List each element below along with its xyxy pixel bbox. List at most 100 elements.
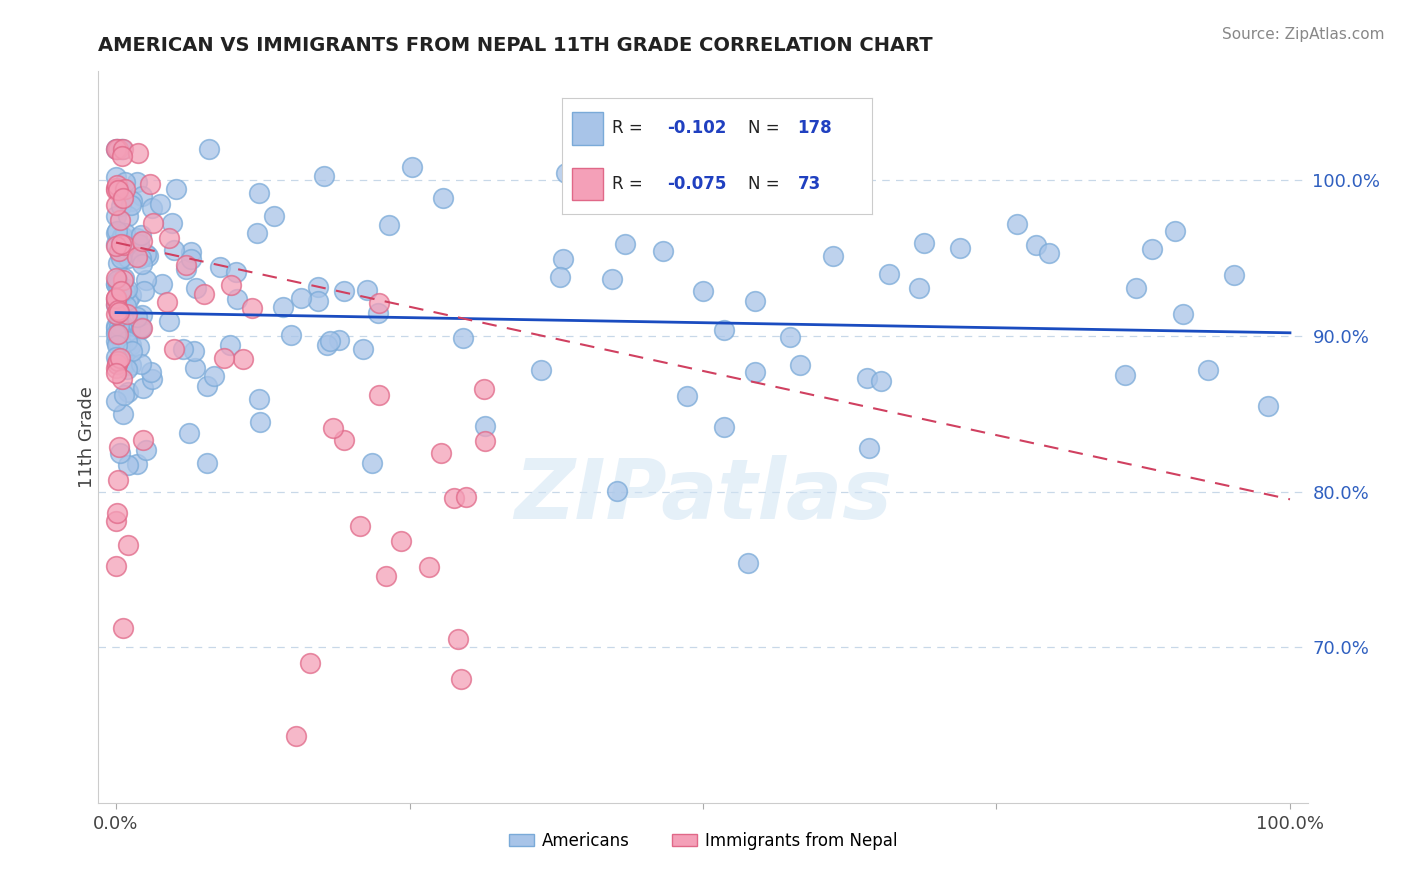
Point — [120, 338, 142, 352]
Point — [418, 560, 440, 574]
Point — [111, 191, 134, 205]
Point — [1142, 242, 1164, 256]
Point — [474, 418, 496, 433]
Point — [271, 300, 294, 314]
Point — [105, 506, 128, 520]
Point — [105, 142, 128, 156]
Point — [368, 296, 391, 310]
Point — [1005, 218, 1028, 232]
Text: ZIPatlas: ZIPatlas — [515, 455, 891, 536]
Point — [112, 388, 135, 402]
Point — [110, 142, 132, 156]
Point — [141, 371, 163, 385]
Point — [108, 310, 131, 324]
Point — [870, 375, 893, 389]
Text: 73: 73 — [797, 175, 821, 193]
Point — [374, 569, 396, 583]
Point — [1025, 238, 1047, 252]
Point — [111, 317, 134, 331]
Point — [114, 356, 136, 370]
Point — [132, 284, 155, 298]
Point — [136, 249, 159, 263]
Point — [131, 257, 153, 271]
Point — [111, 621, 134, 635]
Point — [115, 307, 138, 321]
Point — [162, 243, 184, 257]
Point — [606, 483, 628, 498]
FancyBboxPatch shape — [572, 112, 603, 145]
Point — [318, 334, 340, 348]
Point — [125, 250, 148, 264]
Point — [184, 361, 207, 376]
Point — [949, 241, 972, 255]
Point — [105, 271, 128, 285]
Point — [129, 227, 152, 242]
Legend: Americans, Immigrants from Nepal: Americans, Immigrants from Nepal — [502, 825, 904, 856]
Point — [105, 198, 128, 212]
Point — [131, 308, 153, 322]
Point — [247, 186, 270, 200]
Point — [1222, 268, 1244, 282]
Point — [193, 286, 215, 301]
Point — [105, 293, 128, 307]
Point — [107, 473, 129, 487]
Point — [165, 181, 187, 195]
Point — [105, 361, 128, 376]
Point — [1257, 399, 1279, 413]
Text: -0.075: -0.075 — [668, 175, 727, 193]
Point — [127, 457, 149, 471]
Point — [110, 241, 132, 255]
Point — [117, 293, 139, 307]
Point — [447, 632, 470, 647]
Point — [246, 226, 269, 240]
Point — [156, 294, 179, 309]
Point — [110, 142, 132, 156]
Point — [118, 241, 141, 255]
Point — [105, 321, 128, 335]
Point — [105, 239, 128, 253]
Point — [232, 351, 254, 366]
Point — [352, 343, 374, 357]
Point — [315, 337, 337, 351]
Point — [314, 169, 336, 183]
Point — [401, 160, 423, 174]
Point — [110, 251, 132, 265]
Point — [356, 283, 378, 297]
Point — [107, 354, 129, 368]
Point — [290, 292, 312, 306]
Point — [110, 237, 132, 252]
Point — [114, 358, 136, 372]
Point — [105, 273, 128, 287]
Point — [214, 351, 236, 366]
Point — [110, 199, 132, 213]
Point — [105, 277, 128, 291]
Point — [613, 236, 636, 251]
Point — [450, 672, 472, 686]
Point — [117, 209, 139, 223]
Point — [120, 358, 142, 372]
Point — [149, 197, 172, 211]
Point — [307, 293, 329, 308]
Point — [108, 212, 131, 227]
Point — [349, 519, 371, 533]
Point — [110, 233, 132, 247]
Point — [430, 446, 453, 460]
Point — [263, 210, 285, 224]
Point — [110, 237, 132, 252]
Y-axis label: 11th Grade: 11th Grade — [79, 386, 96, 488]
Point — [328, 333, 350, 347]
Point — [1125, 281, 1147, 295]
Point — [105, 226, 128, 240]
Point — [128, 237, 150, 252]
Point — [107, 326, 129, 341]
Point — [107, 256, 129, 270]
Point — [186, 281, 208, 295]
Point — [180, 252, 202, 266]
Point — [114, 175, 136, 189]
Point — [105, 277, 128, 292]
Point — [107, 183, 129, 197]
Point — [432, 191, 454, 205]
Point — [1114, 368, 1136, 382]
Point — [125, 231, 148, 245]
Point — [530, 363, 553, 377]
